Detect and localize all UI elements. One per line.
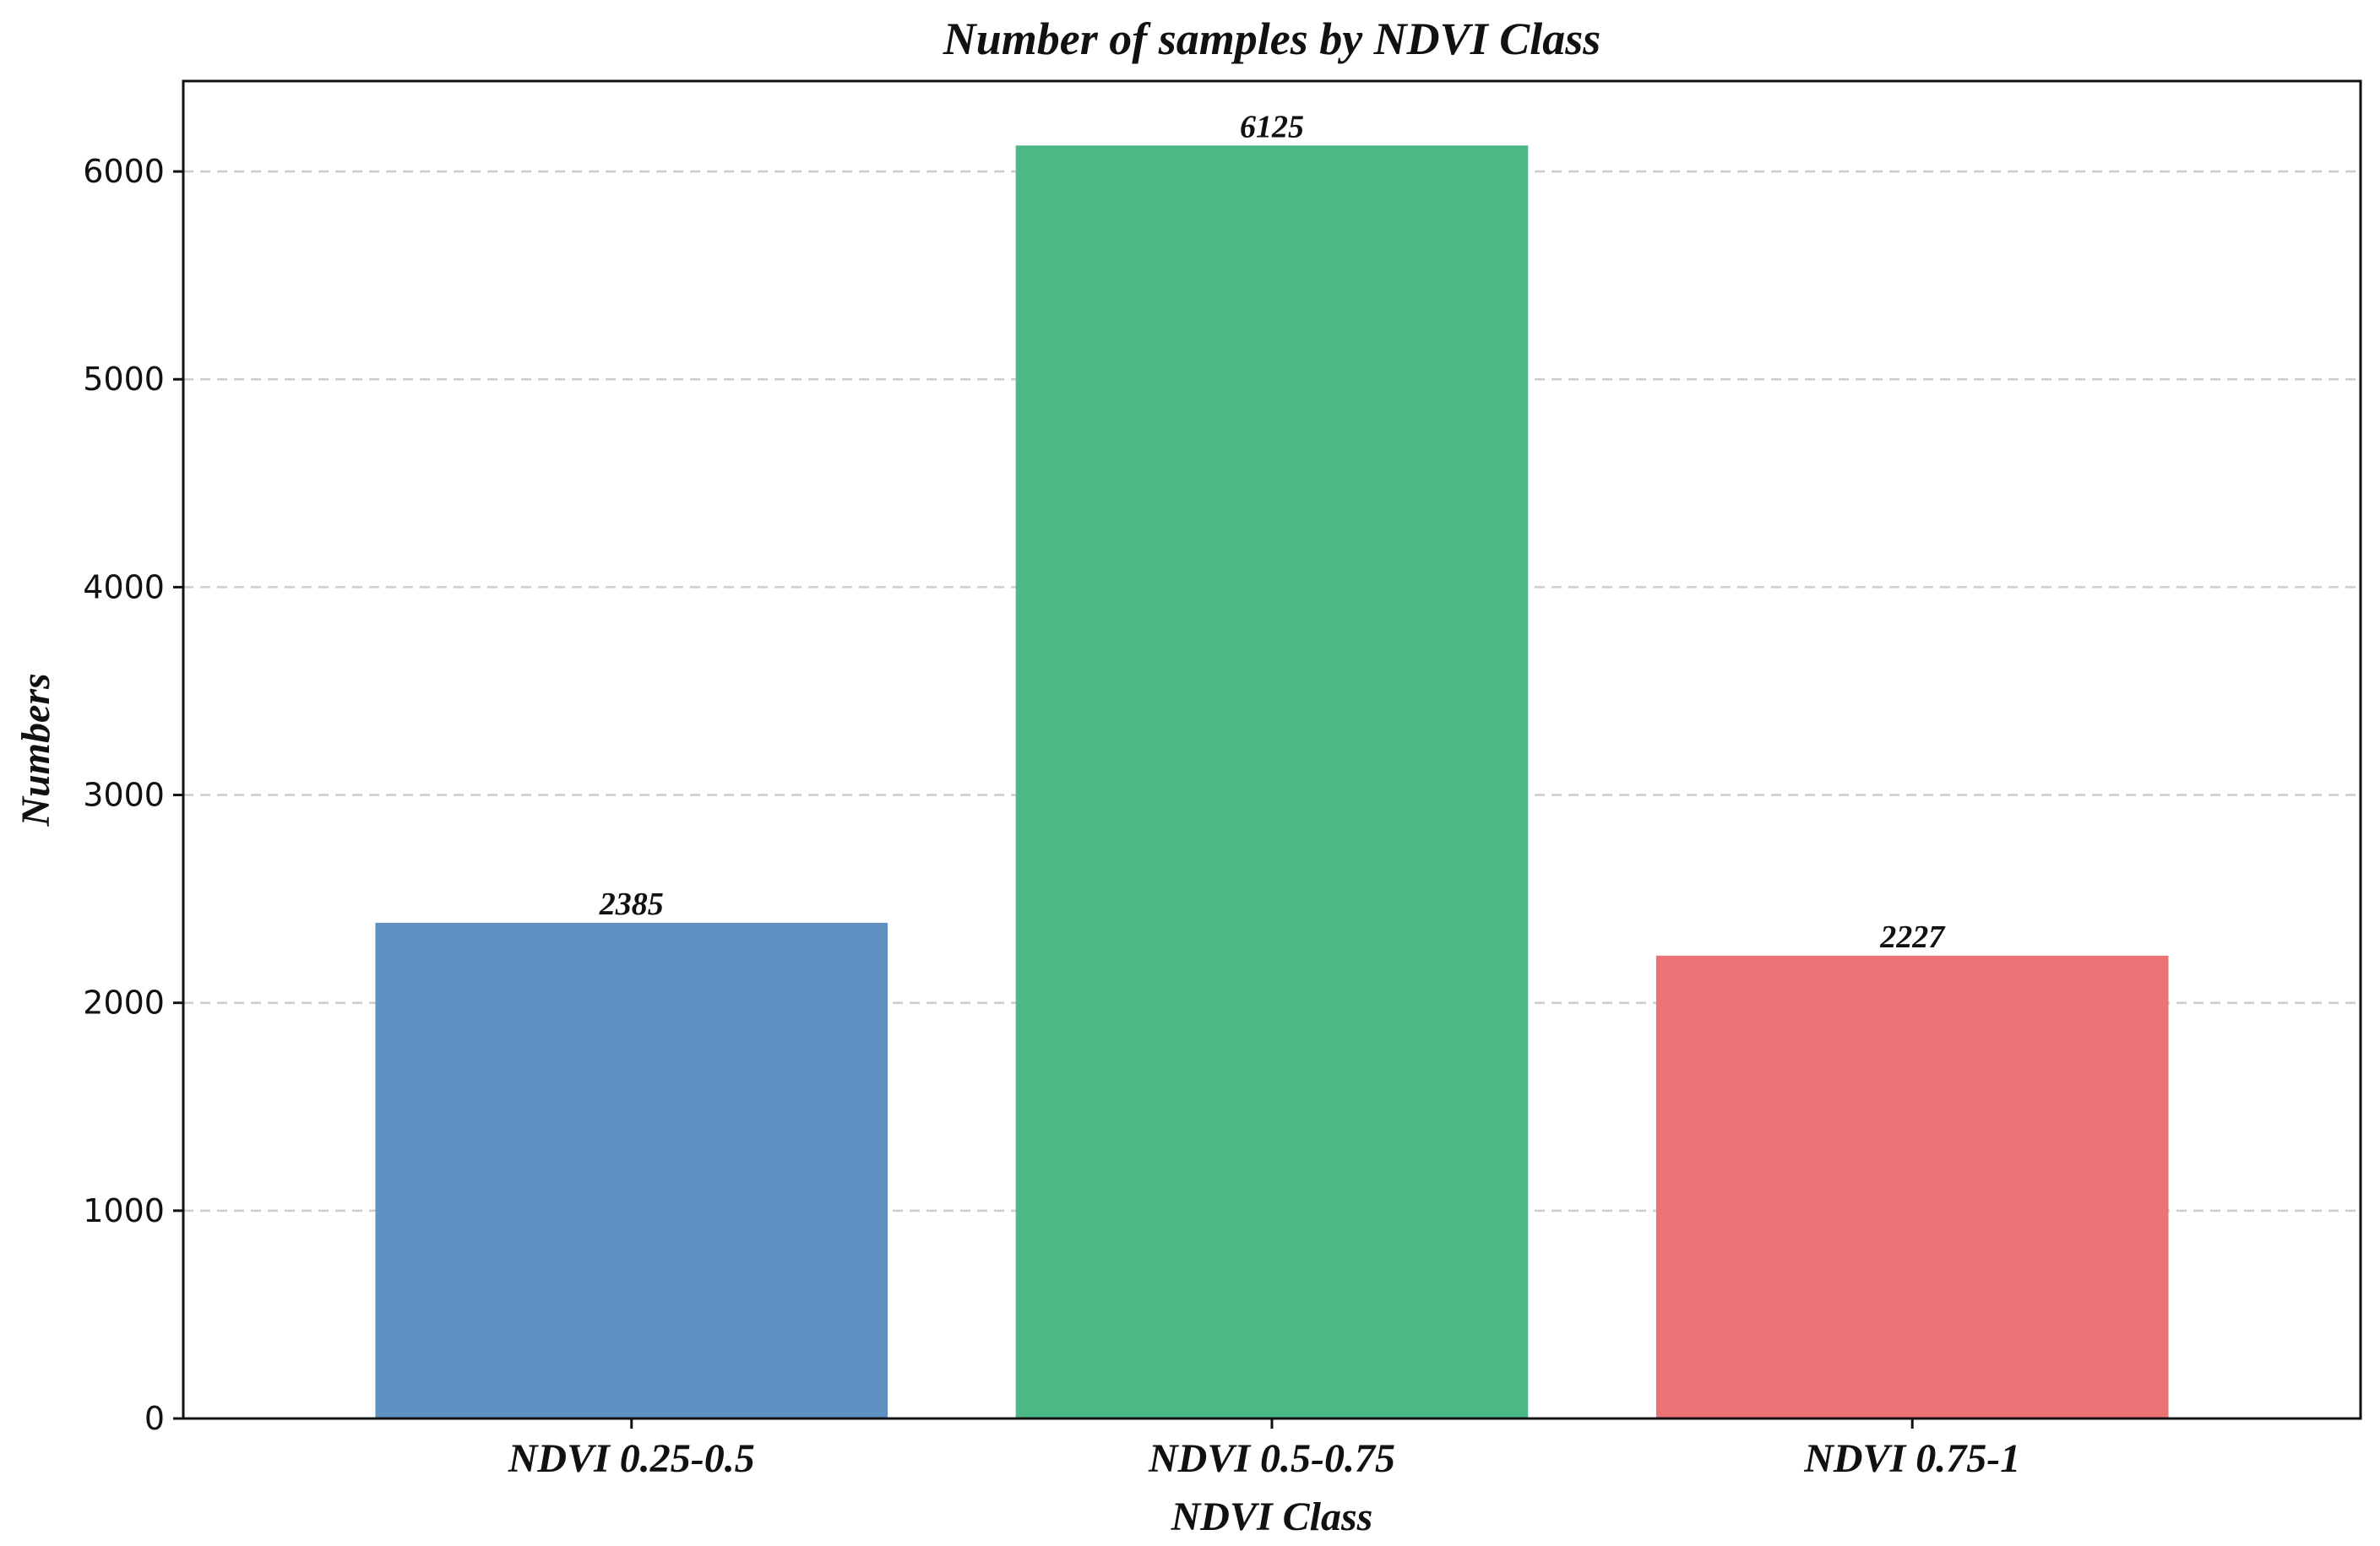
bar: [375, 922, 888, 1419]
bar-value-label: 6125: [1240, 109, 1304, 144]
y-tick-label: 1000: [83, 1192, 165, 1229]
x-axis: NDVI 0.25-0.5 NDVI 0.5-0.75 NDVI 0.75-1: [508, 1419, 2020, 1481]
x-tick-label: NDVI 0.25-0.5: [508, 1436, 755, 1481]
y-tick-label: 4000: [83, 568, 165, 605]
x-tick-label: NDVI 0.5-0.75: [1148, 1436, 1395, 1481]
bars-layer: [375, 145, 2169, 1419]
y-tick-label: 3000: [83, 777, 165, 814]
bar: [1655, 955, 2169, 1419]
x-axis-title: NDVI Class: [1171, 1494, 1373, 1539]
bar-value-label: 2385: [599, 887, 664, 922]
bar-value-labels: 2385 6125 2227: [599, 109, 1946, 955]
y-axis-title: Numbers: [14, 673, 58, 827]
bar: [1015, 145, 1529, 1419]
x-tick-label: NDVI 0.75-1: [1803, 1436, 2020, 1481]
y-tick-label: 6000: [83, 153, 165, 190]
chart-title: Number of samples by NDVI Class: [943, 14, 1601, 64]
y-axis: 0 1000 2000 3000 4000 5000 6000: [83, 153, 183, 1437]
bar-value-label: 2227: [1879, 919, 1946, 955]
y-tick-label: 5000: [83, 361, 165, 398]
y-tick-label: 2000: [83, 985, 165, 1022]
y-tick-label: 0: [144, 1400, 165, 1437]
